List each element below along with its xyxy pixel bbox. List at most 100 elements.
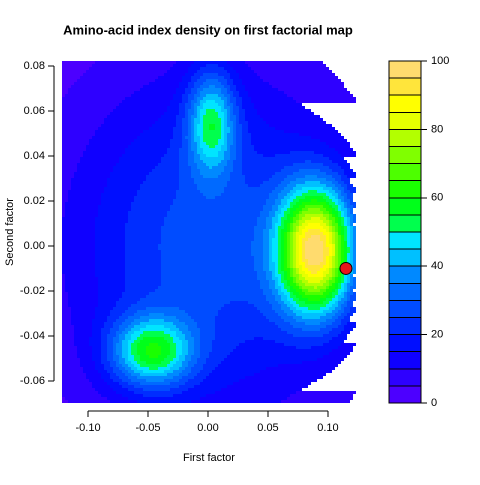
contour-band [269, 301, 278, 304]
contour-band [86, 70, 167, 73]
contour-band [287, 289, 290, 292]
contour-band [77, 169, 113, 172]
contour-band [230, 112, 233, 115]
x-tick-label: 0.00 [197, 422, 218, 434]
contour-band [251, 67, 329, 70]
contour-band [278, 220, 281, 223]
contour-band [191, 76, 200, 79]
contour-band [110, 112, 164, 115]
contour-band [212, 370, 260, 373]
contour-band [92, 349, 101, 352]
contour-band [281, 307, 290, 310]
contour-band [131, 346, 137, 349]
contour-band [302, 244, 305, 247]
contour-band [182, 94, 188, 97]
contour-band [179, 358, 185, 361]
contour-band [194, 352, 200, 355]
contour-band [263, 292, 272, 295]
contour-band [143, 181, 179, 184]
contour-band [281, 256, 284, 259]
contour-band [125, 361, 131, 364]
contour-band [230, 127, 233, 130]
contour-band [122, 100, 170, 103]
contour-band [137, 337, 143, 340]
contour-band [347, 256, 350, 259]
contour-band [242, 142, 251, 145]
contour-band [215, 337, 254, 340]
contour-band [275, 172, 293, 175]
contour-band [167, 70, 188, 73]
contour-band [200, 343, 212, 346]
contour-band [65, 289, 98, 292]
contour-band [194, 139, 200, 142]
contour-band [161, 250, 251, 253]
contour-band [272, 208, 278, 211]
contour-band [287, 256, 290, 259]
contour-band [185, 115, 188, 118]
contour-band [329, 340, 344, 343]
contour-band [125, 373, 131, 376]
contour-band [203, 148, 221, 151]
contour-band [173, 199, 266, 202]
contour-band [230, 88, 236, 91]
contour-band [275, 268, 278, 271]
contour-band [293, 223, 299, 226]
contour-band [329, 235, 332, 238]
contour-band [161, 280, 260, 283]
contour-band [197, 109, 200, 112]
contour-band [161, 238, 254, 241]
contour-band [125, 151, 167, 154]
contour-band [197, 112, 200, 115]
contour-band [326, 172, 338, 175]
contour-band [332, 169, 344, 172]
contour-band [197, 88, 203, 91]
contour-band [224, 304, 254, 307]
contour-band [317, 175, 332, 178]
contour-band [182, 370, 191, 373]
contour-band [62, 241, 95, 244]
contour-band [263, 232, 269, 235]
contour-band [218, 151, 224, 154]
contour-band [338, 214, 341, 217]
contour-band [104, 364, 110, 367]
contour-band [194, 178, 230, 181]
contour-band [233, 166, 242, 169]
contour-band [92, 352, 101, 355]
contour-band [101, 349, 107, 352]
contour-band [293, 286, 299, 289]
contour-band [326, 244, 332, 247]
contour-band [323, 226, 329, 229]
contour-band [176, 325, 188, 328]
contour-band [347, 235, 350, 238]
contour-band [332, 259, 335, 262]
contour-band [65, 208, 98, 211]
contour-band [278, 235, 281, 238]
contour-band [182, 331, 191, 334]
contour-band [164, 220, 257, 223]
contour-band [341, 214, 344, 217]
contour-band [179, 307, 221, 310]
contour-band [320, 223, 326, 226]
colorbar-band [388, 317, 422, 336]
contour-band [62, 265, 95, 268]
contour-band [290, 274, 293, 277]
contour-band [224, 103, 227, 106]
contour-band [329, 271, 332, 274]
contour-band [161, 262, 254, 265]
contour-band [275, 202, 281, 205]
contour-band [230, 178, 245, 181]
contour-band [194, 364, 203, 367]
contour-band [239, 109, 245, 112]
contour-band [233, 121, 236, 124]
contour-band [200, 349, 212, 352]
contour-band [278, 232, 281, 235]
contour-band [311, 271, 317, 274]
contour-band [341, 313, 347, 316]
contour-band [245, 181, 263, 184]
contour-band [281, 304, 287, 307]
contour-band [203, 133, 221, 136]
contour-band [104, 187, 140, 190]
contour-band [182, 121, 188, 124]
contour-band [299, 217, 302, 220]
contour-band [320, 280, 326, 283]
